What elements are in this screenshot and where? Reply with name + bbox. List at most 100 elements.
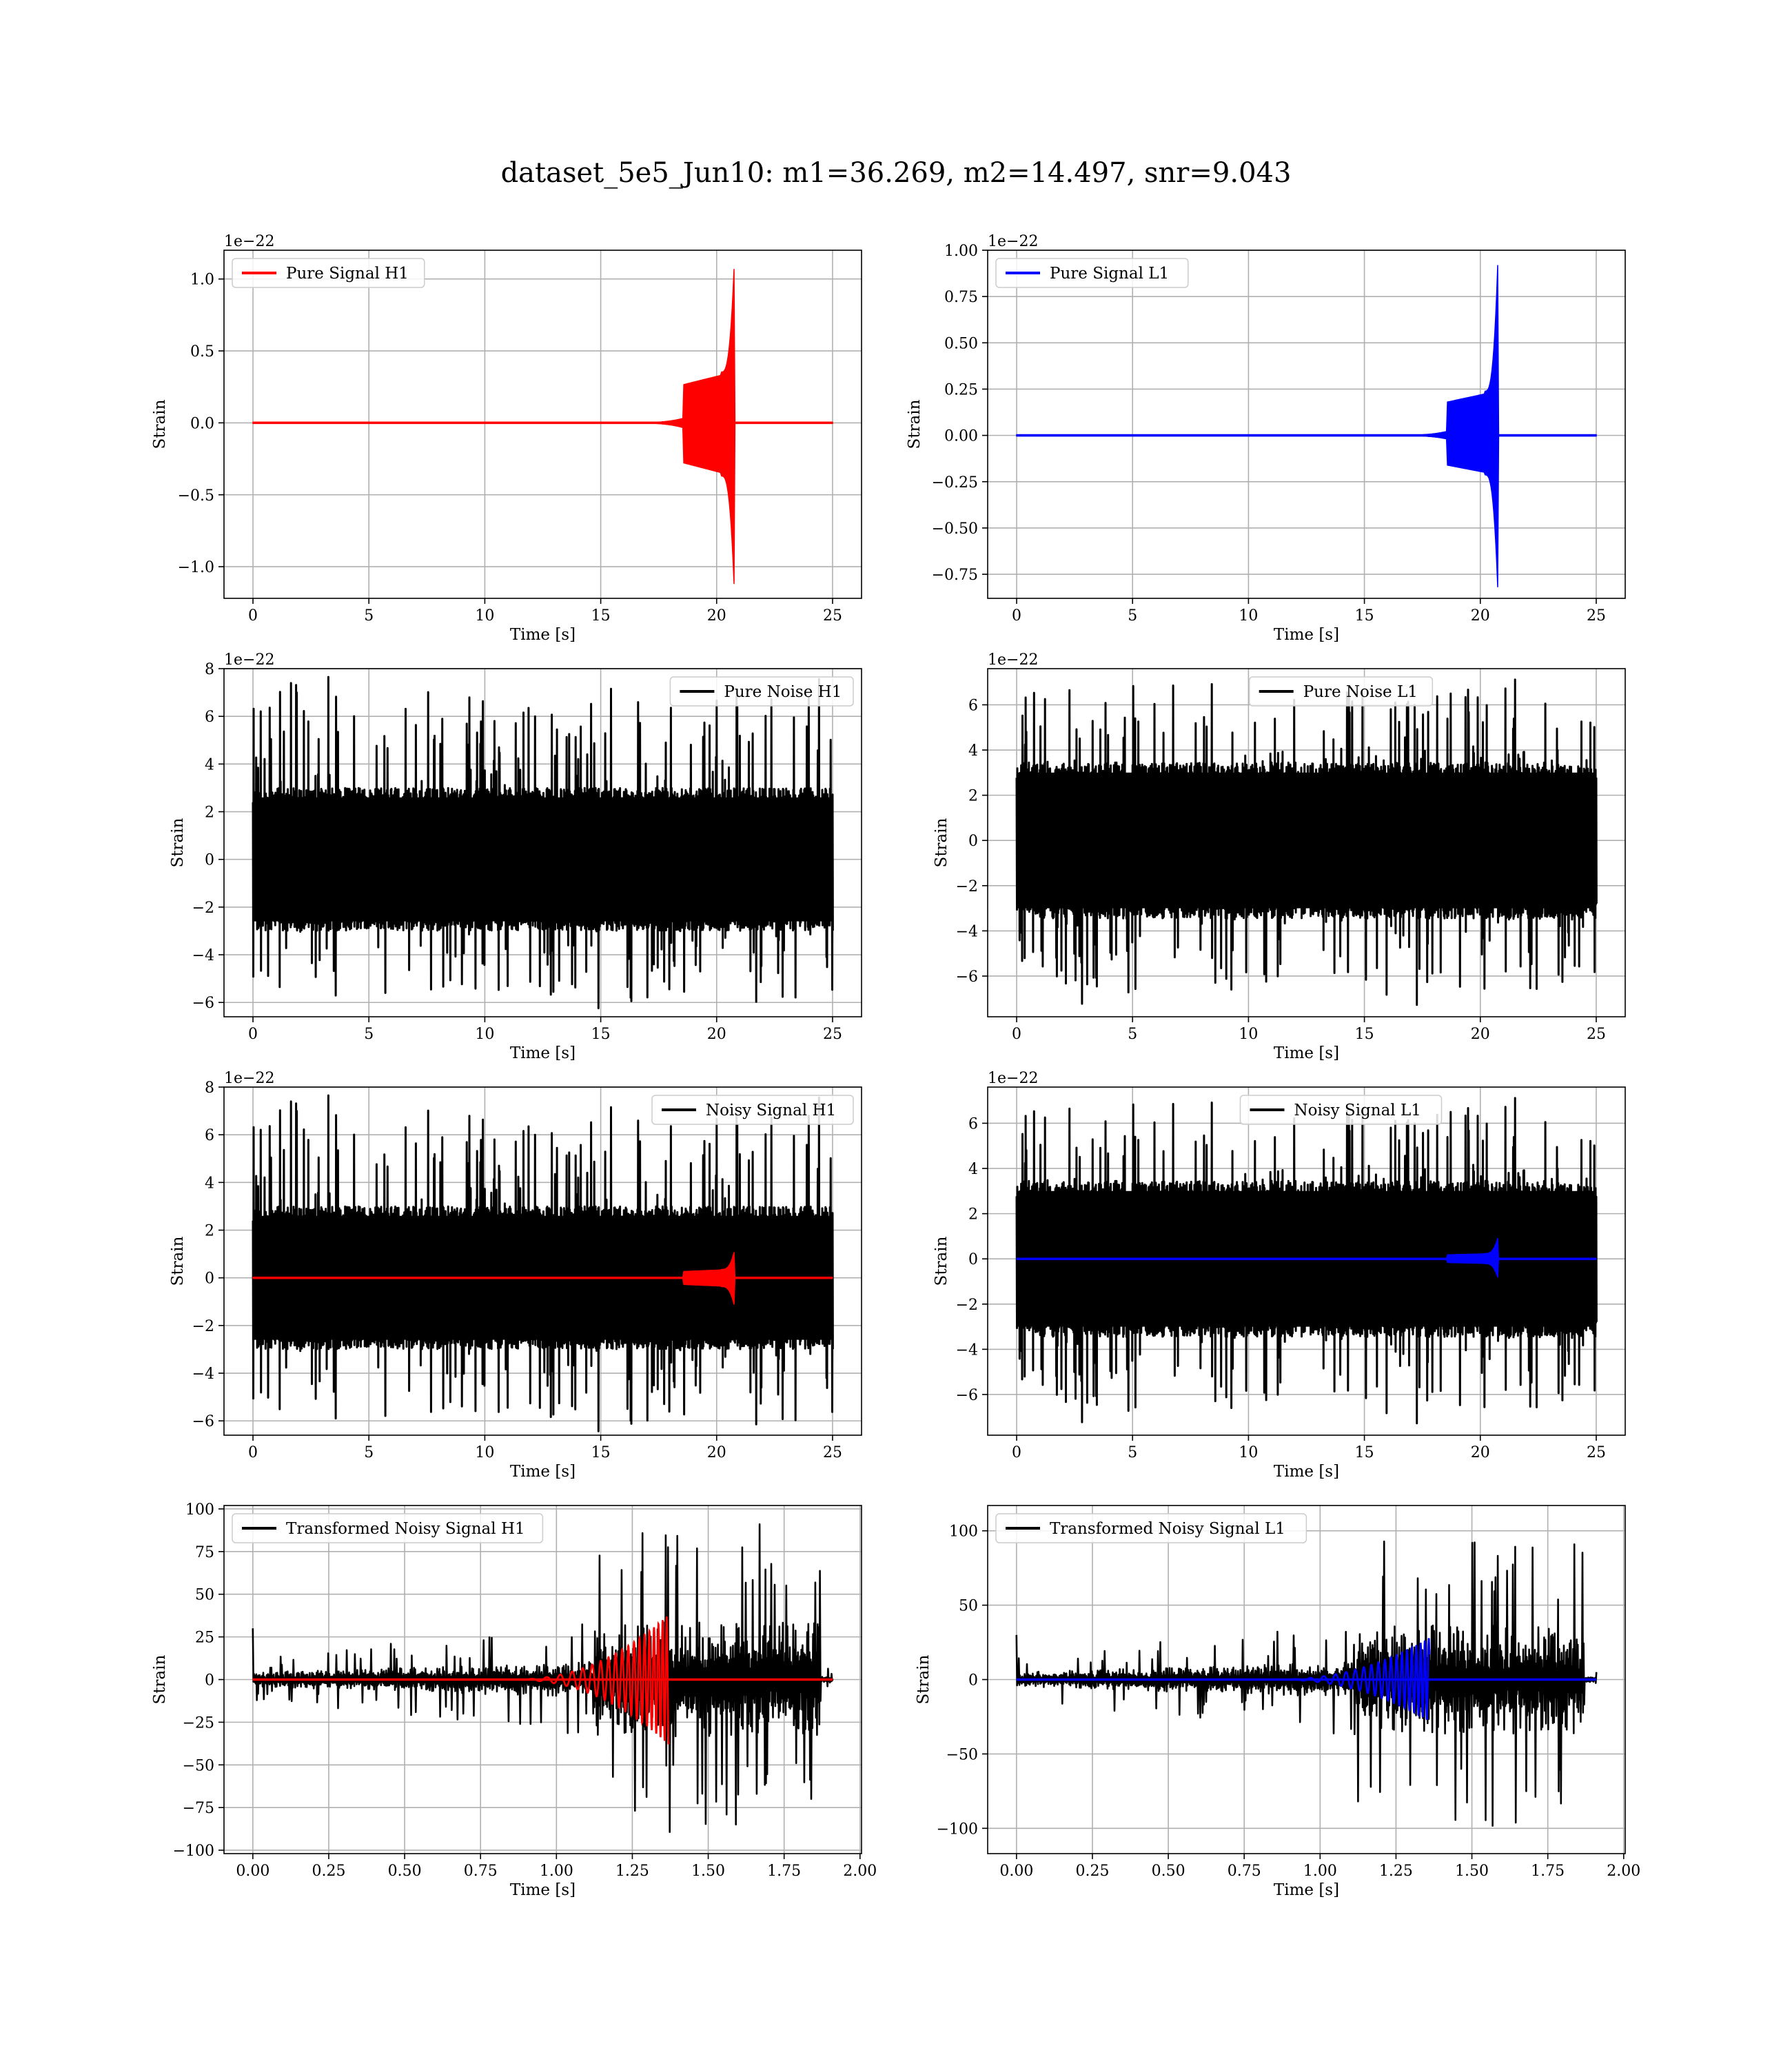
x-axis-label: Time [s] bbox=[1274, 1044, 1339, 1062]
ytick-label: 6 bbox=[205, 709, 214, 726]
ytick-label: 4 bbox=[205, 756, 214, 773]
chart-pure-noise-l1: 0 5 10 15 20 25 −6 −4 −2 0 2 4 6 Time [s] Strain 1e−22 P… bbox=[933, 651, 1626, 1062]
ytick-label: −0.25 bbox=[932, 474, 978, 491]
ytick-label: 50 bbox=[959, 1598, 978, 1615]
xtick-label: 15 bbox=[591, 1026, 611, 1043]
panel-noisy-signal-l1: 0 5 10 15 20 25 −6 −4 −2 0 2 4 6 Time [s] Strain 1e−22 N… bbox=[933, 1070, 1626, 1481]
legend: Transformed Noisy Signal H1 bbox=[232, 1513, 544, 1543]
panel-pure-signal-l1: 0 5 10 15 20 25 −0.75 −0.50 −0.25 0.00 0.25 0.50 0.7… bbox=[906, 233, 1626, 644]
xtick-label: 15 bbox=[1355, 1444, 1374, 1461]
chart-pure-signal-l1: 0 5 10 15 20 25 −0.75 −0.50 −0.25 0.00 0.25 0.50 0.7… bbox=[906, 233, 1626, 644]
ytick-label: −6 bbox=[192, 995, 214, 1012]
series-group bbox=[252, 676, 834, 1010]
xtick-label: 0 bbox=[1012, 1444, 1021, 1461]
ytick-label: −6 bbox=[956, 969, 978, 986]
legend-box bbox=[232, 258, 425, 288]
ytick-label: 6 bbox=[968, 1115, 978, 1133]
ytick-label: 8 bbox=[205, 661, 214, 678]
xtick-label: 25 bbox=[1587, 1444, 1606, 1461]
xtick-label: 25 bbox=[1587, 607, 1606, 625]
legend: Noisy Signal H1 bbox=[651, 1095, 854, 1125]
x-axis-label: Time [s] bbox=[510, 1881, 576, 1899]
xtick-label: 20 bbox=[1471, 1444, 1490, 1461]
series-transformed-noisy-signal-h1-1 bbox=[511, 1616, 670, 1745]
xtick-label: 10 bbox=[1239, 1444, 1258, 1461]
ytick-label: 1.00 bbox=[944, 243, 978, 260]
offset-label: 1e−22 bbox=[224, 1070, 274, 1087]
y-axis-label: Strain bbox=[933, 818, 950, 867]
xtick-label: 0.00 bbox=[999, 1863, 1033, 1880]
xtick-label: 0.75 bbox=[464, 1863, 498, 1880]
xtick-label: 15 bbox=[1355, 1026, 1374, 1043]
legend-label: Pure Noise L1 bbox=[1303, 683, 1418, 701]
ytick-label: −4 bbox=[956, 1341, 978, 1359]
xtick-label: 5 bbox=[1128, 607, 1137, 625]
chart-transformed-noisy-signal-l1: 0.00 0.25 0.50 0.75 1.00 1.25 1.50 1.75 2.00 −100… bbox=[915, 1505, 1640, 1899]
xtick-label: 0 bbox=[1012, 1026, 1021, 1043]
xtick-label: 1.25 bbox=[1379, 1863, 1413, 1880]
series-group bbox=[1016, 265, 1597, 587]
axes-frame bbox=[987, 1086, 1626, 1436]
ytick-label: 6 bbox=[968, 697, 978, 714]
ytick-label: −2 bbox=[956, 878, 978, 895]
ytick-label: 100 bbox=[185, 1501, 214, 1519]
ytick-label: 0 bbox=[205, 1270, 214, 1288]
ytick-label: 2 bbox=[968, 788, 978, 805]
ytick-label: 2 bbox=[205, 1223, 214, 1240]
series-noisy-signal-l1-0 bbox=[1015, 1097, 1598, 1425]
xtick-label: 2.00 bbox=[1607, 1863, 1640, 1880]
panel-pure-noise-l1: 0 5 10 15 20 25 −6 −4 −2 0 2 4 6 Time [s] Strain 1e−22 P… bbox=[933, 651, 1626, 1062]
ytick-label: 0.0 bbox=[190, 415, 214, 432]
xtick-label: 0 bbox=[248, 1026, 258, 1043]
xtick-label: 1.50 bbox=[691, 1863, 725, 1880]
ytick-label: −2 bbox=[192, 900, 214, 917]
axes-frame bbox=[223, 1086, 862, 1436]
xtick-label: 5 bbox=[1128, 1444, 1137, 1461]
xtick-label: 2.00 bbox=[843, 1863, 877, 1880]
xtick-label: 0.25 bbox=[1075, 1863, 1109, 1880]
xtick-label: 5 bbox=[364, 1444, 374, 1461]
chart-noisy-signal-l1: 0 5 10 15 20 25 −6 −4 −2 0 2 4 6 Time [s] Strain 1e−22 N… bbox=[933, 1070, 1626, 1481]
xtick-label: 25 bbox=[823, 607, 842, 625]
ytick-label: 100 bbox=[949, 1523, 978, 1541]
xtick-label: 0.00 bbox=[236, 1863, 269, 1880]
xtick-label: 20 bbox=[1471, 1026, 1490, 1043]
xtick-label: 15 bbox=[591, 607, 611, 625]
xtick-label: 5 bbox=[1128, 1026, 1137, 1043]
xtick-label: 10 bbox=[1239, 1026, 1258, 1043]
legend-label: Noisy Signal L1 bbox=[1294, 1102, 1421, 1119]
legend-box bbox=[995, 1513, 1307, 1543]
xtick-label: 20 bbox=[1471, 607, 1490, 625]
series-group bbox=[1015, 678, 1598, 1006]
chart-pure-signal-h1: 0 5 10 15 20 25 −1.0 −0.5 0.0 0.5 1.0 Time [s] Strai… bbox=[151, 233, 862, 644]
ytick-label: 4 bbox=[968, 742, 978, 760]
axes-frame bbox=[987, 250, 1626, 599]
xtick-label: 1.25 bbox=[615, 1863, 649, 1880]
xtick-label: 20 bbox=[707, 607, 726, 625]
xtick-label: 0.75 bbox=[1228, 1863, 1261, 1880]
ytick-label: 0.00 bbox=[944, 428, 978, 445]
series-noisy-signal-h1-0 bbox=[252, 1094, 834, 1432]
xtick-label: 0 bbox=[248, 607, 258, 625]
ytick-label: 0 bbox=[205, 1672, 214, 1690]
ytick-label: −2 bbox=[192, 1318, 214, 1335]
ytick-label: −0.50 bbox=[932, 520, 978, 538]
xtick-label: 0.50 bbox=[1152, 1863, 1185, 1880]
y-axis-label: Strain bbox=[906, 399, 924, 449]
ytick-label: −50 bbox=[946, 1746, 978, 1763]
ytick-label: −75 bbox=[183, 1800, 214, 1817]
xtick-label: 1.00 bbox=[1303, 1863, 1337, 1880]
y-axis-label: Strain bbox=[151, 1654, 169, 1704]
xtick-label: 10 bbox=[1239, 607, 1258, 625]
ytick-label: 2 bbox=[205, 804, 214, 822]
xtick-label: 20 bbox=[707, 1444, 726, 1461]
x-axis-label: Time [s] bbox=[1274, 626, 1339, 644]
axes-frame bbox=[987, 668, 1626, 1017]
xtick-label: 10 bbox=[475, 1444, 494, 1461]
offset-label: 1e−22 bbox=[224, 651, 274, 669]
ytick-label: −50 bbox=[183, 1757, 214, 1774]
x-axis-label: Time [s] bbox=[510, 1044, 576, 1062]
legend: Pure Noise H1 bbox=[669, 676, 854, 707]
ytick-label: −6 bbox=[192, 1413, 214, 1430]
xtick-label: 1.50 bbox=[1455, 1863, 1489, 1880]
